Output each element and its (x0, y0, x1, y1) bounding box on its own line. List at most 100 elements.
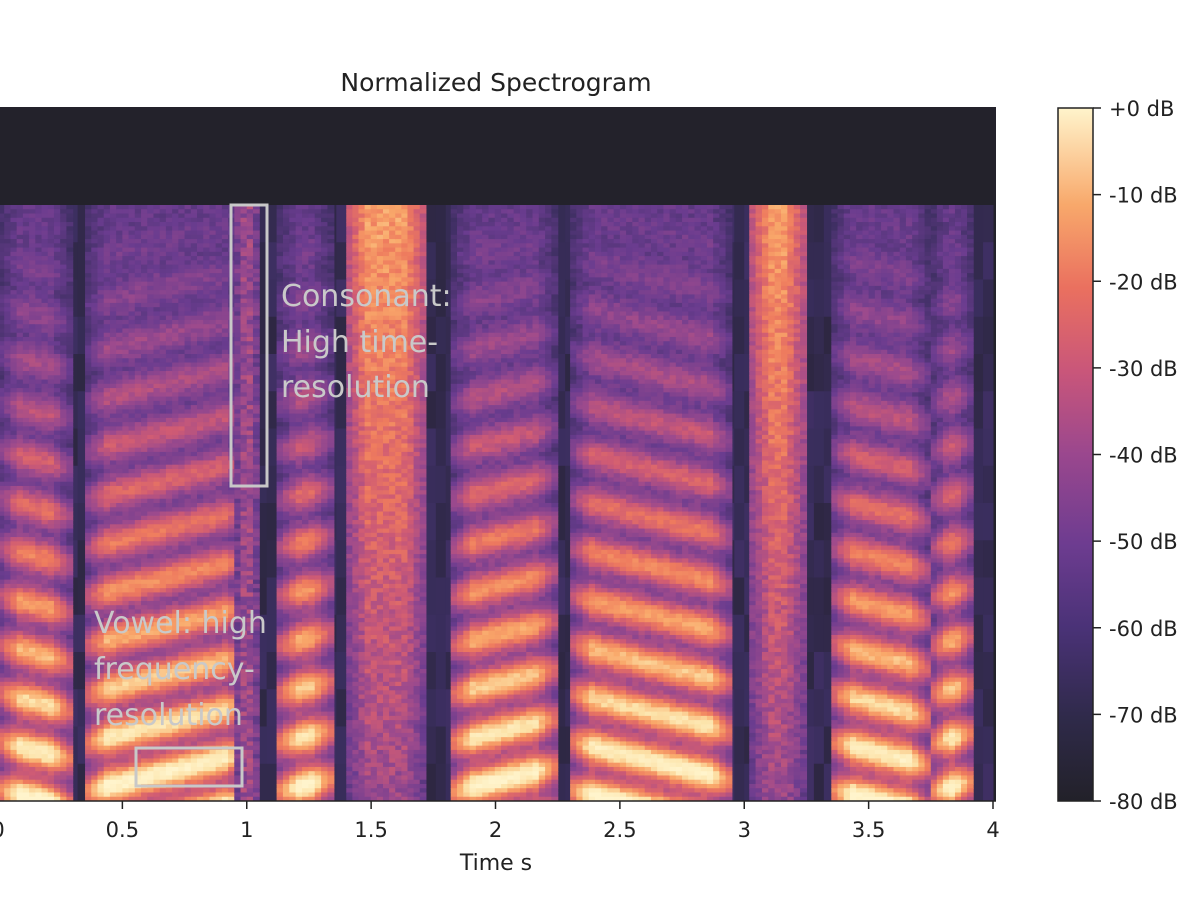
heatmap-cell (134, 605, 142, 611)
heatmap-cell (85, 588, 92, 593)
heatmap-cell (35, 583, 43, 589)
heatmap-cell (60, 451, 68, 457)
heatmap-cell (85, 703, 92, 708)
heatmap-cell (4, 720, 12, 725)
heatmap-cell (35, 664, 43, 670)
heatmap-cell (134, 515, 142, 521)
heatmap-cell (66, 400, 74, 406)
heatmap-cell (60, 217, 68, 223)
heatmap-cell (147, 507, 155, 513)
heatmap-cell (103, 549, 111, 555)
heatmap-cell (60, 745, 68, 751)
heatmap-cell (35, 596, 43, 602)
heatmap-cell (4, 511, 12, 517)
heatmap-cell (109, 613, 117, 619)
heatmap-cell (122, 622, 130, 628)
heatmap-cell (35, 222, 43, 227)
heatmap-cell (0, 477, 5, 483)
heatmap-cell (22, 366, 30, 372)
heatmap-cell (97, 345, 105, 351)
heatmap-cell (983, 354, 994, 392)
heatmap-cell (29, 400, 36, 406)
heatmap-cell (153, 579, 161, 585)
heatmap-cell (4, 366, 12, 372)
heatmap-cell (141, 656, 148, 662)
heatmap-cell (116, 311, 123, 317)
heatmap-cell (134, 239, 142, 244)
heatmap-cell (256, 503, 268, 541)
heatmap-cell (85, 711, 92, 717)
heatmap-cell (141, 626, 148, 632)
heatmap-cell (0, 222, 5, 227)
heatmap-cell (134, 273, 142, 278)
heatmap-cell (16, 656, 24, 662)
heatmap-cell (4, 298, 12, 304)
heatmap-cell (116, 762, 123, 768)
heatmap-cell (128, 473, 136, 479)
heatmap-cell (10, 277, 18, 283)
heatmap-cell (116, 549, 123, 555)
heatmap-cell (41, 209, 49, 215)
heatmap-cell (10, 379, 18, 385)
heatmap-cell (109, 277, 117, 283)
heatmap-cell (91, 592, 99, 598)
heatmap-cell (16, 302, 24, 308)
heatmap-cell (109, 575, 117, 581)
heatmap-cell (22, 566, 30, 572)
heatmap-cell (53, 600, 61, 606)
heatmap-cell (60, 290, 68, 295)
heatmap-cell (122, 213, 130, 219)
heatmap-cell (122, 732, 130, 738)
heatmap-cell (35, 234, 43, 240)
heatmap-cell (35, 494, 43, 500)
heatmap-cell (85, 592, 92, 598)
heatmap-cell (122, 596, 130, 602)
heatmap-cell (128, 481, 136, 487)
heatmap-cell (47, 422, 55, 427)
heatmap-cell (128, 571, 136, 576)
heatmap-cell (103, 562, 111, 568)
heatmap-cell (109, 703, 117, 708)
heatmap-cell (141, 549, 148, 555)
heatmap-cell (91, 464, 99, 470)
heatmap-cell (4, 464, 12, 470)
heatmap-cell (109, 498, 117, 504)
heatmap-cell (425, 763, 437, 801)
heatmap-cell (153, 277, 161, 283)
heatmap-cell (153, 788, 161, 794)
heatmap-cell (141, 273, 148, 278)
heatmap-cell (53, 447, 61, 453)
heatmap-cell (66, 243, 74, 249)
heatmap-cell (91, 749, 99, 755)
heatmap-cell (53, 264, 61, 270)
heatmap-cell (147, 558, 155, 564)
heatmap-cell (147, 328, 155, 334)
heatmap-cell (53, 456, 61, 462)
heatmap-cell (10, 324, 18, 330)
heatmap-cell (153, 664, 161, 670)
heatmap-cell (85, 720, 92, 725)
heatmap-cell (22, 524, 30, 530)
heatmap-cell (134, 524, 142, 530)
heatmap-cell (4, 264, 12, 270)
heatmap-cell (60, 783, 68, 789)
heatmap-cell (116, 379, 123, 385)
heatmap-cell (53, 234, 61, 240)
heatmap-cell (128, 443, 136, 449)
heatmap-cell (91, 741, 99, 747)
heatmap-cell (116, 686, 123, 691)
heatmap-cell (109, 698, 117, 704)
heatmap-cell (29, 507, 36, 513)
heatmap-cell (153, 213, 161, 219)
heatmap-cell (4, 571, 12, 576)
heatmap-cell (128, 720, 136, 725)
heatmap-cell (153, 409, 161, 415)
heatmap-cell (22, 549, 30, 555)
heatmap-cell (147, 686, 155, 691)
heatmap-cell (10, 268, 18, 274)
heatmap-cell (35, 554, 43, 559)
heatmap-cell (29, 758, 36, 764)
heatmap-cell (0, 392, 5, 398)
heatmap-cell (16, 251, 24, 257)
heatmap-cell (97, 443, 105, 449)
